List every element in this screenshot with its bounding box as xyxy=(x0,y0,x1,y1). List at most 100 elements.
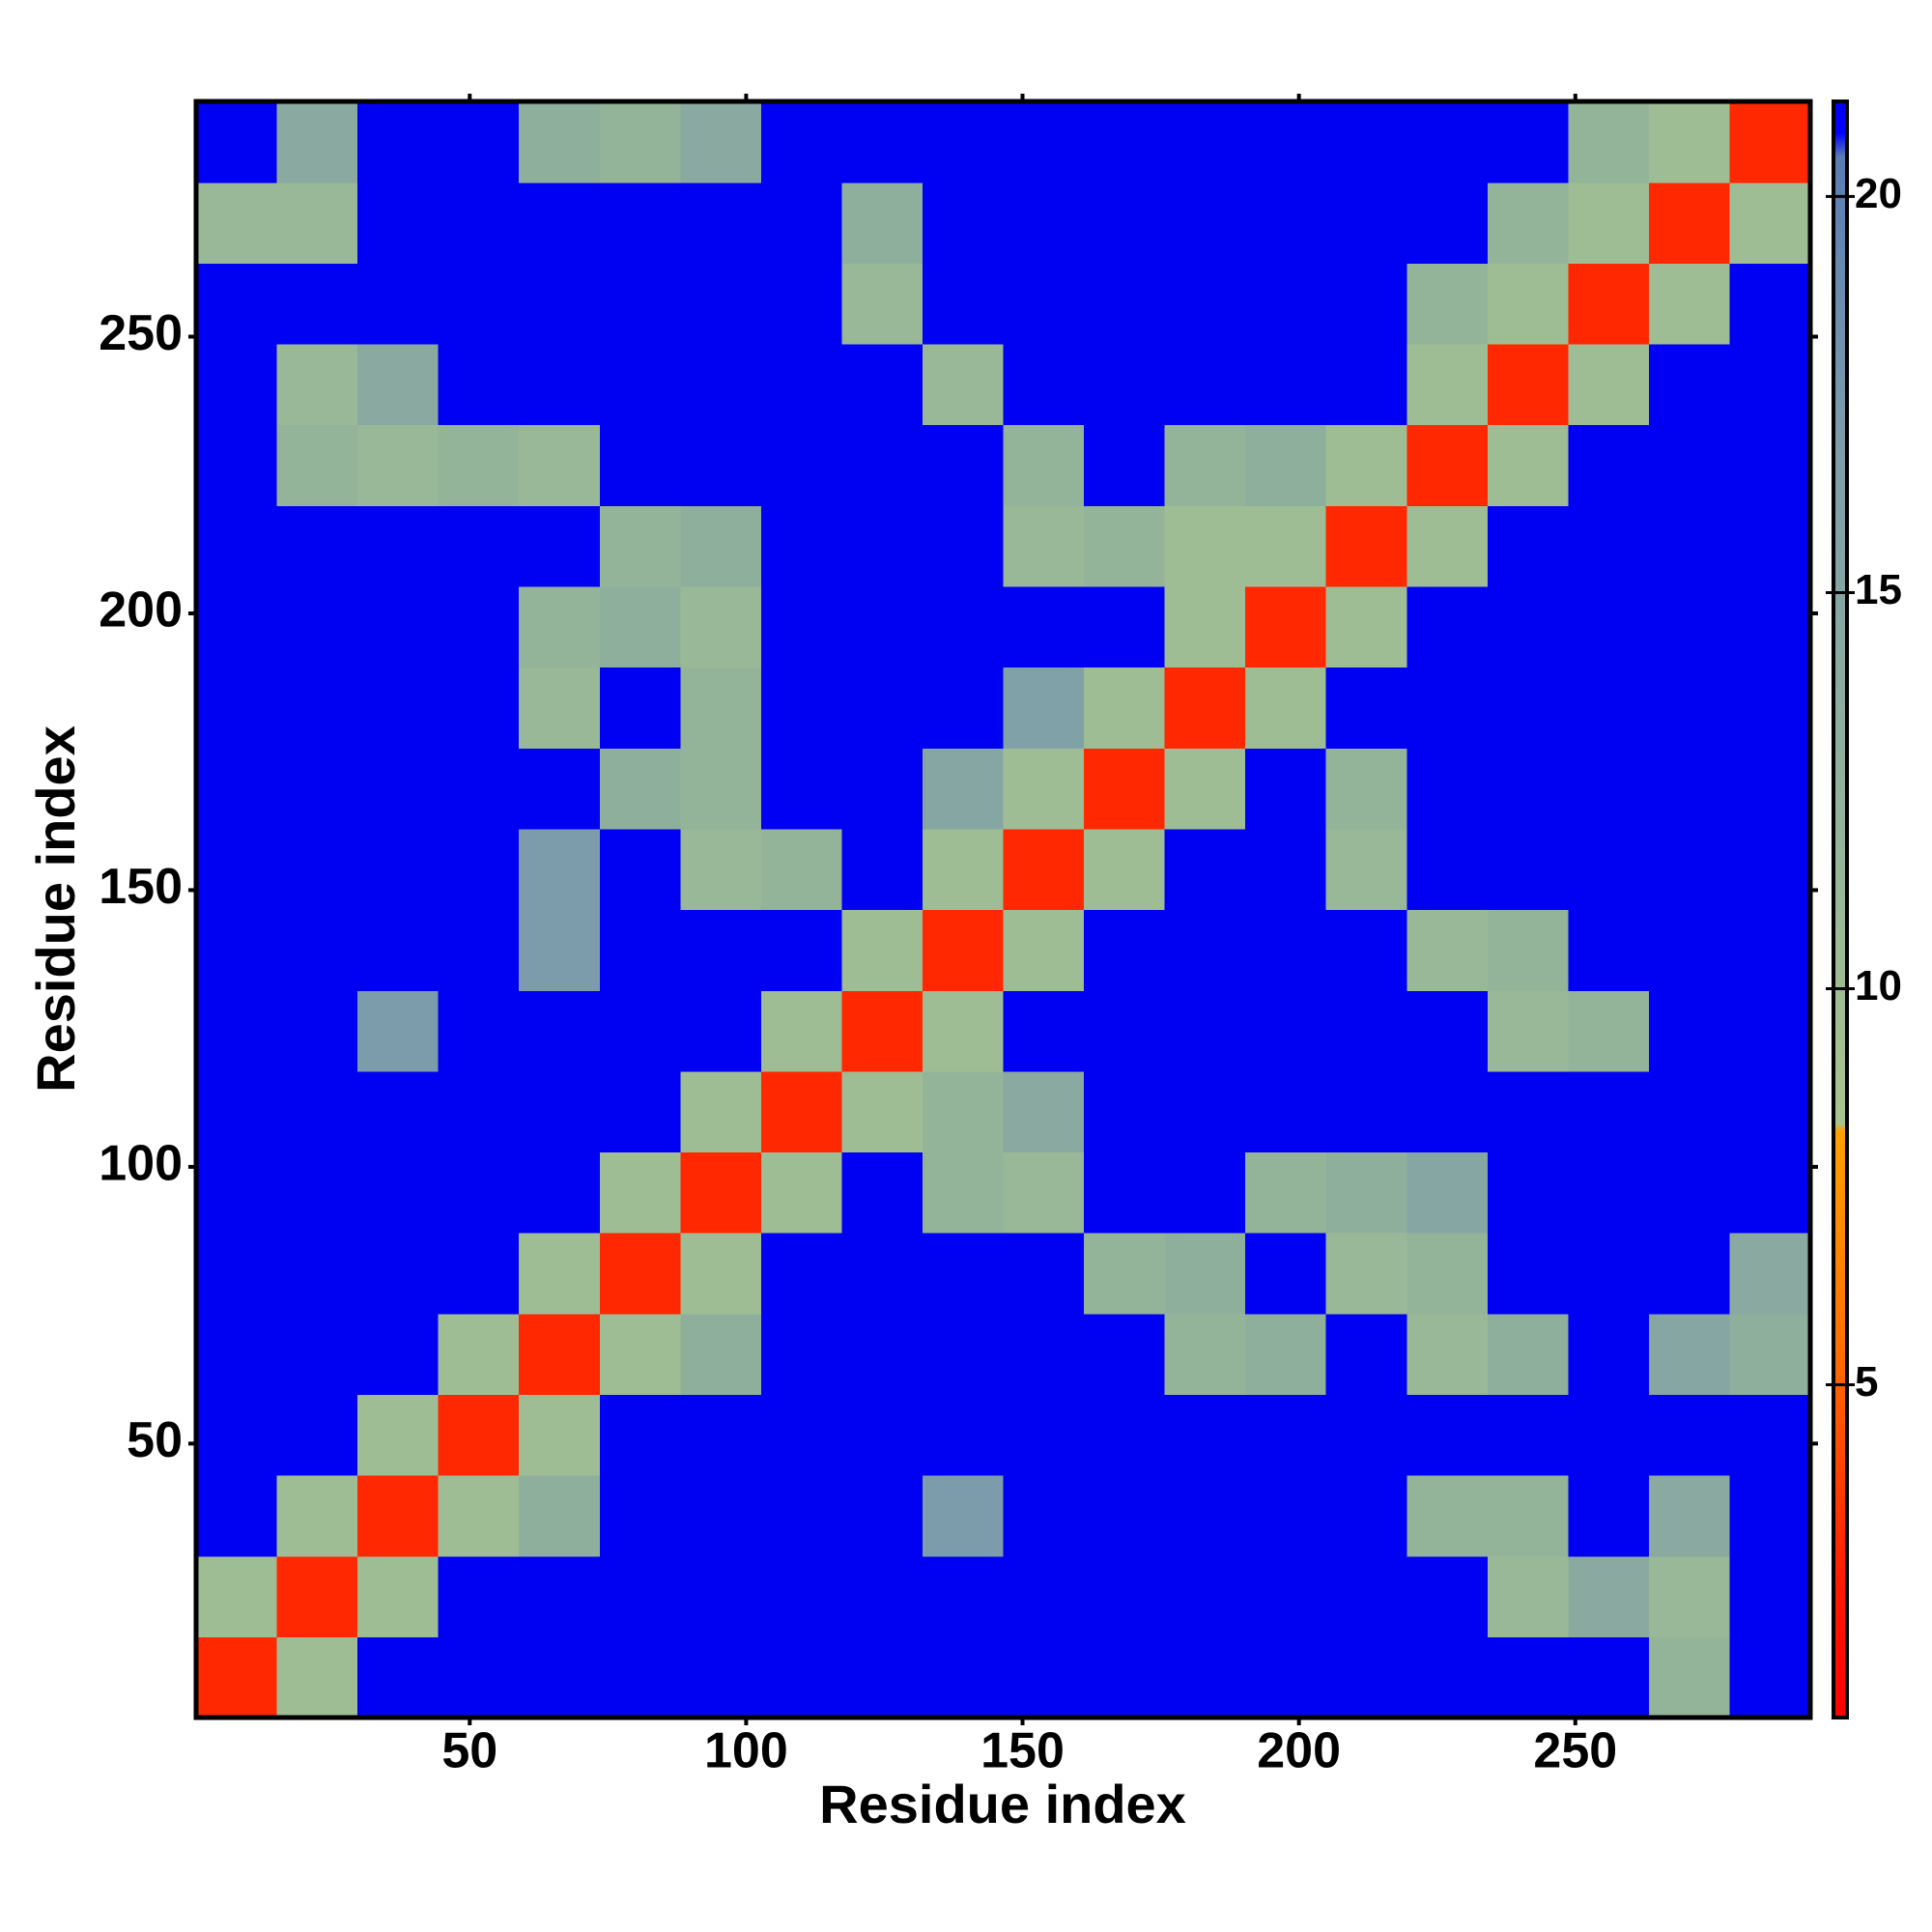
heatmap-cell xyxy=(196,1636,278,1719)
heatmap-cell xyxy=(1729,343,1811,426)
heatmap-cell xyxy=(1003,1475,1085,1557)
heatmap-cell xyxy=(1003,1555,1085,1637)
heatmap-cell xyxy=(680,1636,762,1719)
heatmap-cell xyxy=(357,343,440,426)
heatmap-cell xyxy=(1084,1233,1166,1315)
heatmap-cell xyxy=(1084,667,1166,749)
heatmap-cell xyxy=(1487,828,1569,911)
heatmap-cell xyxy=(1487,424,1569,506)
heatmap-cell xyxy=(1003,424,1085,506)
heatmap-cell xyxy=(922,585,1005,668)
heatmap-cell xyxy=(1568,1394,1650,1476)
heatmap-cell xyxy=(1729,1555,1811,1637)
heatmap-cell xyxy=(1164,828,1246,911)
heatmap-cell xyxy=(196,505,278,587)
heatmap-cell xyxy=(1487,182,1569,264)
heatmap-cell xyxy=(357,182,440,264)
heatmap-cell xyxy=(276,1233,358,1315)
heatmap-cell xyxy=(760,1475,842,1557)
heatmap-cell xyxy=(760,828,842,911)
heatmap-cell xyxy=(1729,1394,1811,1476)
heatmap-cell xyxy=(438,1313,520,1395)
colorbar-tick-label: 15 xyxy=(1855,566,1902,613)
heatmap-cell xyxy=(599,1151,681,1234)
heatmap-cell xyxy=(1325,1313,1407,1395)
heatmap-cell xyxy=(1245,667,1327,749)
heatmap-cell xyxy=(438,1394,520,1476)
heatmap-cell xyxy=(1406,182,1489,264)
heatmap-cell xyxy=(196,182,278,264)
heatmap-cell xyxy=(1164,182,1246,264)
heatmap-cell xyxy=(1406,909,1489,991)
heatmap-cell xyxy=(1406,748,1489,830)
heatmap-cell xyxy=(760,182,842,264)
y-tick-label: 250 xyxy=(99,305,183,361)
heatmap-cell xyxy=(922,1636,1005,1719)
heatmap-cell xyxy=(680,182,762,264)
heatmap-cell xyxy=(760,990,842,1072)
heatmap-cell xyxy=(196,909,278,991)
heatmap-cell xyxy=(1648,909,1731,991)
heatmap-cell xyxy=(760,1394,842,1476)
x-tick-label: 200 xyxy=(1257,1723,1341,1779)
heatmap-cell xyxy=(680,667,762,749)
heatmap-cell xyxy=(1325,1233,1407,1315)
heatmap-cell xyxy=(680,1475,762,1557)
heatmap-cell xyxy=(1245,505,1327,587)
heatmap-cell xyxy=(599,585,681,668)
heatmap-cell xyxy=(519,1636,601,1719)
heatmap-cell xyxy=(680,1233,762,1315)
heatmap-cell xyxy=(922,1475,1005,1557)
heatmap-cell xyxy=(1648,1070,1731,1153)
heatmap-cell xyxy=(1648,1233,1731,1315)
heatmap-cell xyxy=(1003,1233,1085,1315)
heatmap-cell xyxy=(196,1394,278,1476)
heatmap-cell xyxy=(599,1555,681,1637)
heatmap-cell xyxy=(1245,1313,1327,1395)
heatmap-cell xyxy=(922,263,1005,345)
heatmap-cell xyxy=(599,1070,681,1153)
y-tick-label: 200 xyxy=(99,582,183,639)
heatmap-cell xyxy=(1568,1070,1650,1153)
heatmap-cell xyxy=(680,828,762,911)
heatmap-cell xyxy=(357,585,440,668)
heatmap-cell xyxy=(276,1475,358,1557)
heatmap-cell xyxy=(1729,828,1811,911)
heatmap-cell xyxy=(1003,1151,1085,1234)
heatmap-cell xyxy=(1164,1070,1246,1153)
heatmap-cell xyxy=(922,101,1005,184)
heatmap-cell xyxy=(1164,1313,1246,1395)
heatmap-cell xyxy=(357,667,440,749)
heatmap-cell xyxy=(1084,990,1166,1072)
heatmap-cell xyxy=(1325,101,1407,184)
heatmap-cell xyxy=(1729,101,1811,184)
heatmap-cell xyxy=(438,101,520,184)
heatmap-cell xyxy=(599,1636,681,1719)
heatmap-cell xyxy=(1003,1636,1085,1719)
heatmap-cell xyxy=(1648,748,1731,830)
heatmap-cell xyxy=(1245,101,1327,184)
heatmap-cell xyxy=(1003,343,1085,426)
heatmap-cell xyxy=(1729,1475,1811,1557)
heatmap-cell xyxy=(1325,263,1407,345)
heatmap-cell xyxy=(760,343,842,426)
heatmap-cell xyxy=(1648,101,1731,184)
heatmap-cell xyxy=(1245,1475,1327,1557)
heatmap-cell xyxy=(1648,1313,1731,1395)
heatmap-cell xyxy=(1003,748,1085,830)
heatmap-cell xyxy=(599,990,681,1072)
heatmap-cell xyxy=(1003,585,1085,668)
heatmap-cell xyxy=(1406,990,1489,1072)
heatmap-cell xyxy=(196,1555,278,1637)
heatmap-cell xyxy=(841,424,923,506)
heatmap-cell xyxy=(1084,1394,1166,1476)
heatmap-cell xyxy=(1729,1636,1811,1719)
heatmap-cell xyxy=(276,1555,358,1637)
colorbar-tick-label: 20 xyxy=(1855,170,1902,217)
heatmap-cell xyxy=(357,1636,440,1719)
y-tick-label: 100 xyxy=(99,1136,183,1192)
heatmap-cell xyxy=(1568,748,1650,830)
heatmap-cell xyxy=(196,1151,278,1234)
heatmap-cell xyxy=(1729,1070,1811,1153)
